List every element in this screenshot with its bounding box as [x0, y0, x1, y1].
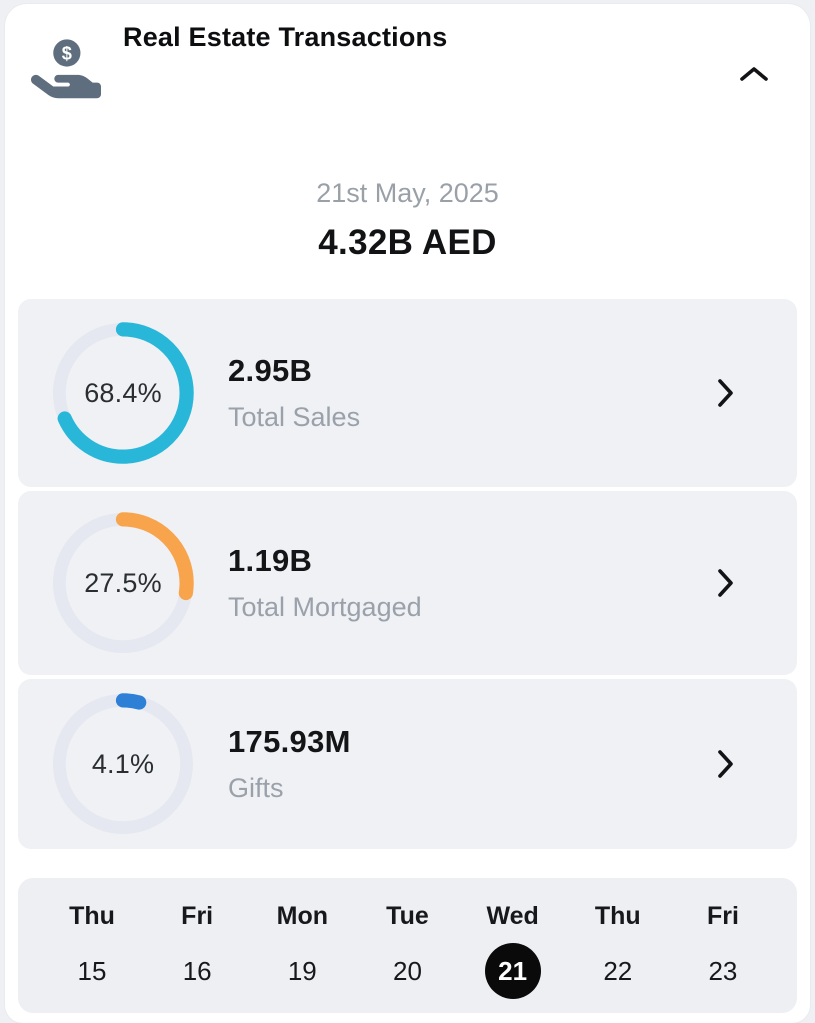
- day-mon-19[interactable]: Mon 19: [266, 902, 338, 999]
- day-number: 19: [287, 956, 317, 986]
- day-wed-21-selected[interactable]: Wed 21: [477, 902, 549, 999]
- summary-date: 21st May, 2025: [316, 178, 499, 208]
- day-number-selected: 21: [484, 943, 541, 999]
- total-mortgaged-value: 1.19B: [228, 543, 313, 578]
- real-estate-transactions-widget: $ Real Estate Transactions 21st May, 202…: [5, 4, 810, 1023]
- day-name: Thu: [594, 902, 641, 930]
- card-total-mortgaged[interactable]: 27.5% 1.19B Total Mortgaged: [18, 491, 797, 675]
- day-number: 16: [182, 956, 212, 986]
- total-mortgaged-label: Total Mortgaged: [228, 592, 422, 622]
- gifts-text: 175.93M Gifts: [228, 724, 351, 804]
- widget-title: Real Estate Transactions: [123, 22, 448, 52]
- collapse-button[interactable]: [728, 54, 780, 96]
- card-total-sales[interactable]: 68.4% 2.95B Total Sales: [18, 299, 797, 487]
- day-name: Tue: [386, 902, 429, 930]
- day-name: Mon: [276, 902, 328, 930]
- widget-header: $ Real Estate Transactions: [5, 4, 810, 132]
- gifts-percent: 4.1%: [91, 748, 155, 779]
- day-number: 23: [708, 956, 738, 986]
- day-tue-20[interactable]: Tue 20: [371, 902, 443, 999]
- day-number: 22: [603, 956, 633, 986]
- day-fri-16[interactable]: Fri 16: [161, 902, 233, 999]
- day-number: 20: [393, 956, 422, 986]
- total-sales-donut: 68.4%: [49, 319, 197, 467]
- day-name: Fri: [181, 902, 214, 930]
- card-gifts[interactable]: 4.1% 175.93M Gifts: [18, 679, 797, 849]
- day-name: Thu: [69, 902, 115, 930]
- gifts-donut: 4.1%: [49, 690, 197, 838]
- total-sales-percent: 68.4%: [84, 377, 162, 408]
- total-mortgaged-text: 1.19B Total Mortgaged: [228, 543, 422, 623]
- chevron-right-icon[interactable]: [715, 567, 735, 599]
- day-thu-15[interactable]: Thu 15: [56, 902, 128, 999]
- total-sales-label: Total Sales: [228, 402, 361, 432]
- chevron-right-icon[interactable]: [715, 377, 735, 409]
- day-name: Wed: [486, 902, 539, 930]
- day-number: 15: [77, 956, 107, 986]
- gifts-value: 175.93M: [228, 724, 351, 759]
- day-thu-22[interactable]: Thu 22: [582, 902, 654, 999]
- day-fri-23[interactable]: Fri 23: [687, 902, 759, 999]
- total-sales-text: 2.95B Total Sales: [228, 353, 360, 433]
- day-name: Fri: [706, 902, 739, 930]
- hand-coin-icon: $: [31, 34, 102, 111]
- calendar-strip: Thu 15 Fri 16 Mon 19 Tue 20 Wed 21 Thu 2…: [18, 878, 797, 1013]
- summary-section: 21st May, 2025 4.32B AED: [5, 132, 810, 263]
- summary-total: 4.32B AED: [318, 223, 497, 262]
- chevron-right-icon[interactable]: [715, 748, 735, 780]
- total-mortgaged-percent: 27.5%: [84, 567, 162, 598]
- total-sales-value: 2.95B: [228, 353, 313, 388]
- stat-cards: 68.4% 2.95B Total Sales: [18, 299, 797, 849]
- chevron-up-icon: [738, 64, 770, 87]
- gifts-label: Gifts: [228, 773, 284, 803]
- total-mortgaged-donut: 27.5%: [49, 509, 197, 657]
- svg-text:$: $: [62, 43, 72, 63]
